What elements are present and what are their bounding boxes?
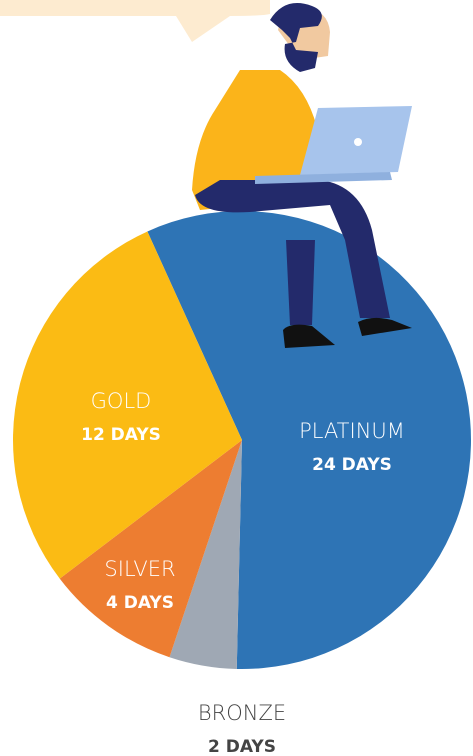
chart: PLATINUM 24 DAYS BRONZE 2 DAYS SILVER 4 DAYS G… bbox=[0, 0, 473, 756]
laptop-logo bbox=[354, 138, 362, 146]
slice-name: GOLD bbox=[91, 389, 152, 413]
slice-value: 12 DAYS bbox=[81, 425, 161, 445]
leg bbox=[286, 240, 315, 325]
slice-name: SILVER bbox=[104, 557, 175, 581]
speech-bubble bbox=[0, 0, 270, 42]
page: PLATINUM 24 DAYS BRONZE 2 DAYS SILVER 4 DAYS G… bbox=[0, 0, 473, 756]
slice-value: 2 DAYS bbox=[208, 737, 276, 756]
slice-name: PLATINUM bbox=[299, 419, 405, 443]
slice-value: 4 DAYS bbox=[106, 593, 174, 613]
slice-value: 24 DAYS bbox=[312, 455, 392, 475]
slice-name: BRONZE bbox=[198, 701, 286, 725]
